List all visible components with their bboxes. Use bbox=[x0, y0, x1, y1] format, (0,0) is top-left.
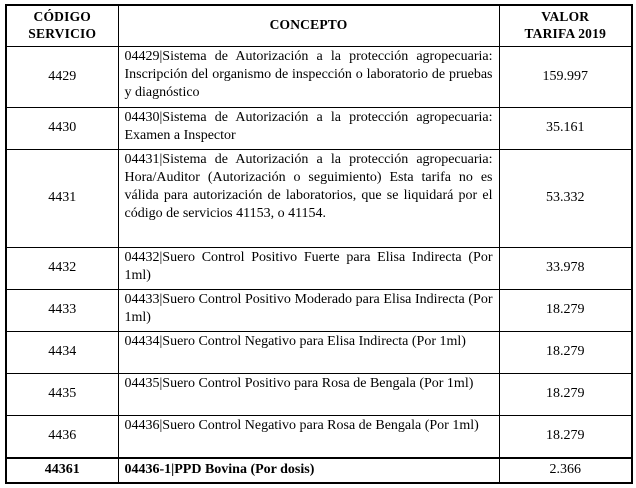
concept-cell: 04432|Suero Control Positivo Fuerte para… bbox=[117, 246, 500, 290]
table-row: 44361 04436-1|PPD Bovina (Por dosis) 2.3… bbox=[5, 456, 633, 484]
code-cell: 4430 bbox=[5, 106, 119, 150]
code-cell: 4429 bbox=[5, 45, 119, 108]
header-codigo-line1: CÓDIGO bbox=[33, 9, 91, 24]
code-cell: 4431 bbox=[5, 148, 119, 248]
concept-cell: 04430|Sistema de Autorización a la prote… bbox=[117, 106, 500, 150]
code-cell: 4435 bbox=[5, 372, 119, 416]
table-row: 4434 04434|Suero Control Negativo para E… bbox=[5, 330, 633, 374]
value-cell: 18.279 bbox=[498, 372, 633, 416]
header-concepto-line1: CONCEPTO bbox=[269, 17, 348, 33]
tariff-table: CÓDIGO SERVICIO CONCEPTO VALOR TARIFA 20… bbox=[5, 4, 633, 484]
value-cell: 18.279 bbox=[498, 288, 633, 332]
table-row: 4429 04429|Sistema de Autorización a la … bbox=[5, 45, 633, 108]
table-row: 4431 04431|Sistema de Autorización a la … bbox=[5, 148, 633, 248]
table-row: 4436 04436|Suero Control Negativo para R… bbox=[5, 414, 633, 459]
concept-cell: 04435|Suero Control Positivo para Rosa d… bbox=[117, 372, 500, 416]
code-cell: 4433 bbox=[5, 288, 119, 332]
concept-cell: 04429|Sistema de Autorización a la prote… bbox=[117, 45, 500, 108]
value-cell: 2.366 bbox=[498, 456, 633, 484]
concept-cell: 04436-1|PPD Bovina (Por dosis) bbox=[117, 456, 500, 484]
value-cell: 18.279 bbox=[498, 330, 633, 374]
header-valor-line1: VALOR bbox=[541, 9, 590, 24]
concept-cell: 04433|Suero Control Positivo Moderado pa… bbox=[117, 288, 500, 332]
code-cell: 44361 bbox=[5, 456, 119, 484]
header-concepto: CONCEPTO bbox=[117, 4, 500, 47]
code-cell: 4434 bbox=[5, 330, 119, 374]
code-cell: 4436 bbox=[5, 414, 119, 459]
value-cell: 33.978 bbox=[498, 246, 633, 290]
table-row: 4430 04430|Sistema de Autorización a la … bbox=[5, 106, 633, 150]
header-codigo-line2: SERVICIO bbox=[28, 25, 97, 41]
header-codigo-servicio: CÓDIGO SERVICIO bbox=[5, 4, 119, 47]
concept-cell: 04436|Suero Control Negativo para Rosa d… bbox=[117, 414, 500, 459]
value-cell: 18.279 bbox=[498, 414, 633, 459]
table-row: 4433 04433|Suero Control Positivo Modera… bbox=[5, 288, 633, 332]
table-row: 4432 04432|Suero Control Positivo Fuerte… bbox=[5, 246, 633, 290]
header-valor-tarifa: VALOR TARIFA 2019 bbox=[498, 4, 633, 47]
header-valor-line2: TARIFA 2019 bbox=[524, 25, 607, 41]
concept-cell: 04431|Sistema de Autorización a la prote… bbox=[117, 148, 500, 248]
concept-cell: 04434|Suero Control Negativo para Elisa … bbox=[117, 330, 500, 374]
value-cell: 53.332 bbox=[498, 148, 633, 248]
table-row: 4435 04435|Suero Control Positivo para R… bbox=[5, 372, 633, 416]
code-cell: 4432 bbox=[5, 246, 119, 290]
value-cell: 159.997 bbox=[498, 45, 633, 108]
header-row: CÓDIGO SERVICIO CONCEPTO VALOR TARIFA 20… bbox=[5, 4, 633, 47]
value-cell: 35.161 bbox=[498, 106, 633, 150]
